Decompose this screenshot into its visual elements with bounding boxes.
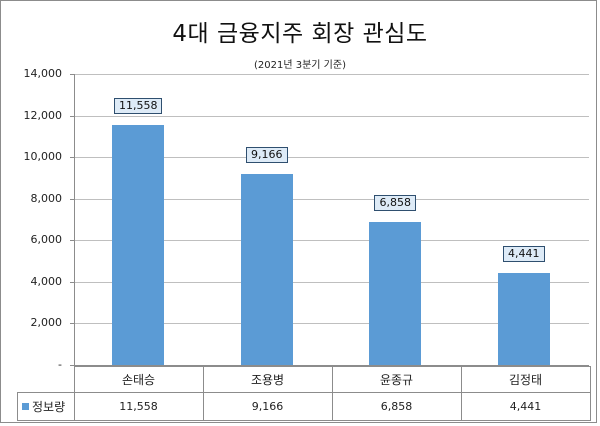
- y-tick-label: 6,000: [30, 233, 63, 246]
- y-tick-mark: [70, 116, 74, 117]
- data-table: 손태승 조용병 윤종규 김정태 정보량 11,558 9,166 6,858 4…: [17, 366, 591, 421]
- data-label: 4,441: [502, 245, 545, 262]
- y-tick-mark: [70, 199, 74, 200]
- data-table-corner: [17, 366, 75, 393]
- y-tick-mark: [70, 323, 74, 324]
- y-tick-label: 10,000: [23, 150, 63, 163]
- bar: [112, 124, 165, 365]
- gridline: [74, 282, 589, 283]
- chart-title: 4대 금융지주 회장 관심도: [172, 21, 428, 47]
- gridline: [74, 323, 589, 324]
- y-tick-label: 12,000: [23, 109, 63, 122]
- gridline: [74, 116, 589, 117]
- gridline: [74, 199, 589, 200]
- table-cell-value: 6,858: [331, 391, 462, 421]
- y-tick-mark: [70, 365, 74, 366]
- category-label: 조용병: [202, 366, 333, 393]
- data-label: 6,858: [374, 195, 417, 212]
- series-name: 정보량: [32, 399, 66, 414]
- y-tick-label: 14,000: [23, 67, 63, 80]
- gridline: [74, 365, 589, 366]
- y-tick-label: 2,000: [30, 316, 63, 329]
- category-label: 손태승: [73, 366, 204, 393]
- y-tick-mark: [70, 157, 74, 158]
- gridline: [74, 240, 589, 241]
- y-tick-mark: [70, 240, 74, 241]
- y-tick-label: 4,000: [30, 275, 63, 288]
- table-cell-value: 4,441: [460, 391, 591, 421]
- data-table-header-row: 손태승 조용병 윤종규 김정태: [17, 366, 591, 393]
- legend-swatch-icon: [22, 402, 29, 410]
- y-tick-mark: [70, 74, 74, 75]
- data-table-row: 정보량 11,558 9,166 6,858 4,441: [17, 391, 591, 421]
- data-label: 11,558: [114, 97, 163, 114]
- category-label: 김정태: [460, 366, 591, 393]
- bar: [497, 272, 550, 365]
- legend-entry: 정보량: [17, 391, 75, 421]
- y-tick-mark: [70, 282, 74, 283]
- gridline: [74, 74, 589, 75]
- category-label: 윤종규: [331, 366, 462, 393]
- data-label: 9,166: [245, 147, 288, 164]
- table-cell-value: 9,166: [202, 391, 333, 421]
- y-axis: [74, 74, 75, 366]
- chart-subtitle: (2021년 3분기 기준): [254, 60, 346, 71]
- bar: [240, 174, 293, 365]
- gridline: [74, 157, 589, 158]
- y-tick-label: 8,000: [30, 192, 63, 205]
- bar: [369, 222, 422, 365]
- table-cell-value: 11,558: [73, 391, 204, 421]
- y-tick-label: -: [58, 358, 62, 371]
